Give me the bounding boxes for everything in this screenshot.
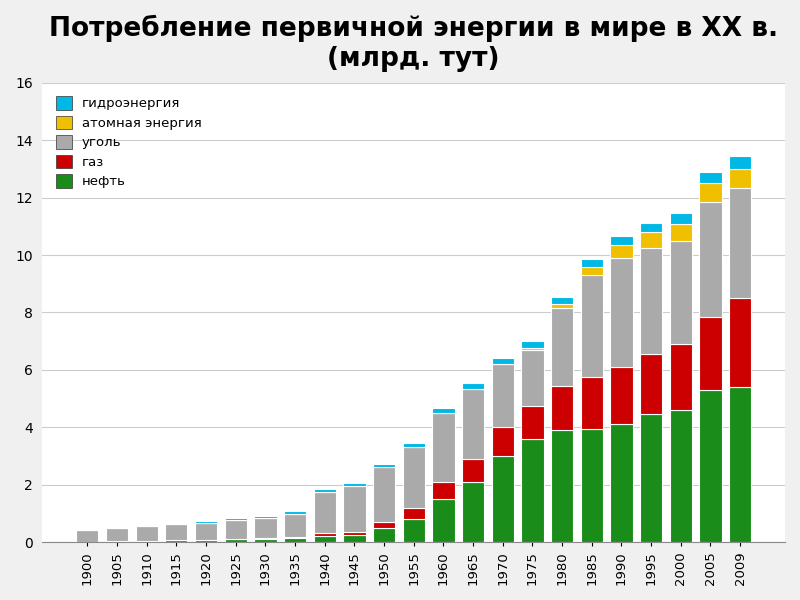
Bar <box>284 514 306 536</box>
Bar <box>76 530 98 542</box>
Bar <box>522 350 543 406</box>
Bar <box>195 521 217 523</box>
Bar <box>670 241 692 344</box>
Bar <box>522 349 543 350</box>
Bar <box>373 467 395 522</box>
Bar <box>166 524 187 540</box>
Bar <box>195 540 217 542</box>
Bar <box>522 406 543 439</box>
Bar <box>551 386 574 430</box>
Bar <box>432 413 454 482</box>
Bar <box>699 184 722 202</box>
Bar <box>373 528 395 542</box>
Bar <box>343 483 366 486</box>
Bar <box>225 539 247 542</box>
Bar <box>135 526 158 541</box>
Bar <box>492 456 514 542</box>
Bar <box>551 297 574 304</box>
Bar <box>729 387 751 542</box>
Bar <box>195 523 217 540</box>
Bar <box>522 439 543 542</box>
Bar <box>670 224 692 241</box>
Bar <box>254 538 277 539</box>
Bar <box>610 258 633 367</box>
Bar <box>640 232 662 248</box>
Bar <box>462 482 484 542</box>
Bar <box>729 298 751 387</box>
Bar <box>492 358 514 364</box>
Bar <box>343 486 366 532</box>
Bar <box>492 427 514 456</box>
Bar <box>699 317 722 390</box>
Bar <box>610 245 633 258</box>
Bar <box>699 390 722 542</box>
Bar <box>314 489 336 492</box>
Bar <box>432 499 454 542</box>
Bar <box>699 172 722 184</box>
Bar <box>699 202 722 317</box>
Bar <box>581 429 603 542</box>
Bar <box>166 541 187 542</box>
Bar <box>551 304 574 308</box>
Bar <box>135 541 158 542</box>
Bar <box>254 518 277 538</box>
Bar <box>640 354 662 415</box>
Bar <box>640 415 662 542</box>
Bar <box>729 156 751 169</box>
Bar <box>373 464 395 467</box>
Bar <box>729 169 751 188</box>
Bar <box>106 527 128 529</box>
Bar <box>729 188 751 298</box>
Bar <box>254 515 277 518</box>
Bar <box>581 275 603 377</box>
Bar <box>551 430 574 542</box>
Bar <box>670 214 692 224</box>
Bar <box>343 532 366 535</box>
Bar <box>610 236 633 245</box>
Bar <box>284 538 306 542</box>
Bar <box>135 524 158 526</box>
Bar <box>166 523 187 524</box>
Bar <box>670 410 692 542</box>
Bar <box>551 308 574 386</box>
Bar <box>640 223 662 232</box>
Bar <box>106 529 128 541</box>
Bar <box>314 536 336 542</box>
Bar <box>462 383 484 389</box>
Bar <box>581 377 603 429</box>
Bar <box>581 259 603 266</box>
Bar <box>610 367 633 424</box>
Bar <box>254 539 277 542</box>
Bar <box>492 364 514 427</box>
Bar <box>670 344 692 410</box>
Bar <box>640 248 662 354</box>
Legend: гидроэнергия, атомная энергия, уголь, газ, нефть: гидроэнергия, атомная энергия, уголь, га… <box>49 89 209 195</box>
Bar <box>225 518 247 520</box>
Bar <box>462 459 484 482</box>
Bar <box>610 424 633 542</box>
Bar <box>402 448 425 508</box>
Bar <box>402 519 425 542</box>
Bar <box>225 520 247 539</box>
Title: Потребление первичной энергии в мире в XX в.
(млрд. тут): Потребление первичной энергии в мире в X… <box>49 15 778 72</box>
Bar <box>432 408 454 413</box>
Bar <box>284 536 306 538</box>
Bar <box>581 266 603 275</box>
Bar <box>402 508 425 519</box>
Bar <box>462 389 484 459</box>
Bar <box>373 522 395 528</box>
Bar <box>106 541 128 542</box>
Bar <box>314 533 336 536</box>
Bar <box>314 492 336 533</box>
Bar <box>402 443 425 448</box>
Bar <box>284 511 306 514</box>
Bar <box>522 341 543 349</box>
Bar <box>432 482 454 499</box>
Bar <box>343 535 366 542</box>
